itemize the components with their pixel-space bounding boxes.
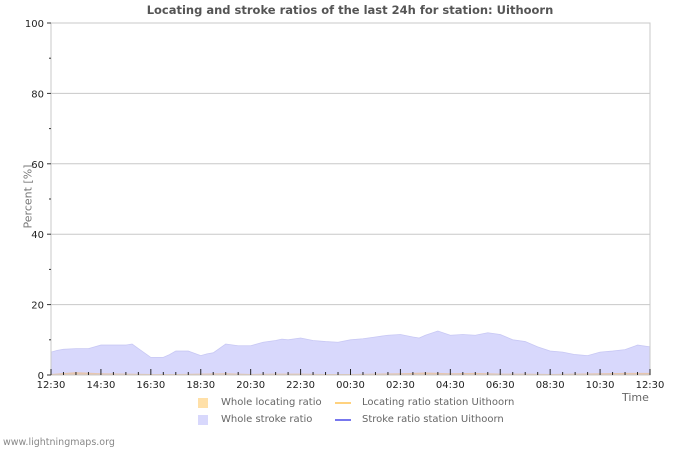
chart-title: Locating and stroke ratios of the last 2… (146, 3, 554, 17)
x-axis-ticks: 12:30 14:30 16:30 18:30 20:30 22:30 00:30 02:30… (37, 369, 665, 391)
data-areas (50, 330, 651, 376)
legend-item-whole-locating: Whole locating ratio (198, 397, 335, 408)
x-tick-label: 12:30 (636, 380, 665, 391)
legend-item-locating-station: Locating ratio station Uithoorn (335, 397, 514, 408)
x-tick-label: 04:30 (436, 380, 465, 391)
x-tick-label: 08:30 (536, 380, 565, 391)
x-tick-label: 22:30 (286, 380, 315, 391)
y-tick-label: 60 (31, 160, 44, 171)
x-tick-label: 20:30 (236, 380, 265, 391)
x-tick-label: 12:30 (37, 380, 66, 391)
y-tick-label: 40 (31, 230, 44, 241)
legend-item-whole-stroke: Whole stroke ratio (198, 414, 335, 425)
x-tick-label: 16:30 (136, 380, 165, 391)
legend-item-stroke-station: Stroke ratio station Uithoorn (335, 414, 504, 425)
legend-label: Whole stroke ratio (221, 414, 313, 425)
legend-swatch-icon (198, 397, 208, 408)
legend-label: Whole locating ratio (221, 397, 322, 408)
x-tick-label: 14:30 (87, 380, 116, 391)
whole-stroke-ratio-area (50, 330, 651, 376)
y-tick-label: 100 (25, 19, 44, 30)
x-axis-label: Time (622, 391, 649, 404)
legend-line-icon (335, 418, 351, 421)
x-tick-label: 18:30 (186, 380, 215, 391)
legend-label: Stroke ratio station Uithoorn (362, 414, 504, 425)
y-tick-label: 20 (31, 301, 44, 312)
y-axis-ticks: 0 20 40 60 80 100 (25, 19, 51, 382)
gridlines (51, 22, 650, 306)
y-tick-label: 80 (31, 89, 44, 100)
axes (50, 22, 651, 376)
x-tick-label: 02:30 (386, 380, 415, 391)
site-link[interactable]: www.lightningmaps.org (3, 437, 115, 448)
y-axis-label: Percent [%] (21, 164, 35, 229)
legend-swatch-icon (198, 414, 208, 425)
x-tick-label: 06:30 (486, 380, 515, 391)
legend: Whole locating ratio Locating ratio stat… (198, 394, 514, 428)
legend-line-icon (335, 401, 351, 404)
x-tick-label: 00:30 (336, 380, 365, 391)
legend-label: Locating ratio station Uithoorn (362, 397, 515, 408)
x-tick-label: 10:30 (586, 380, 615, 391)
y-tick-label: 0 (38, 371, 44, 382)
